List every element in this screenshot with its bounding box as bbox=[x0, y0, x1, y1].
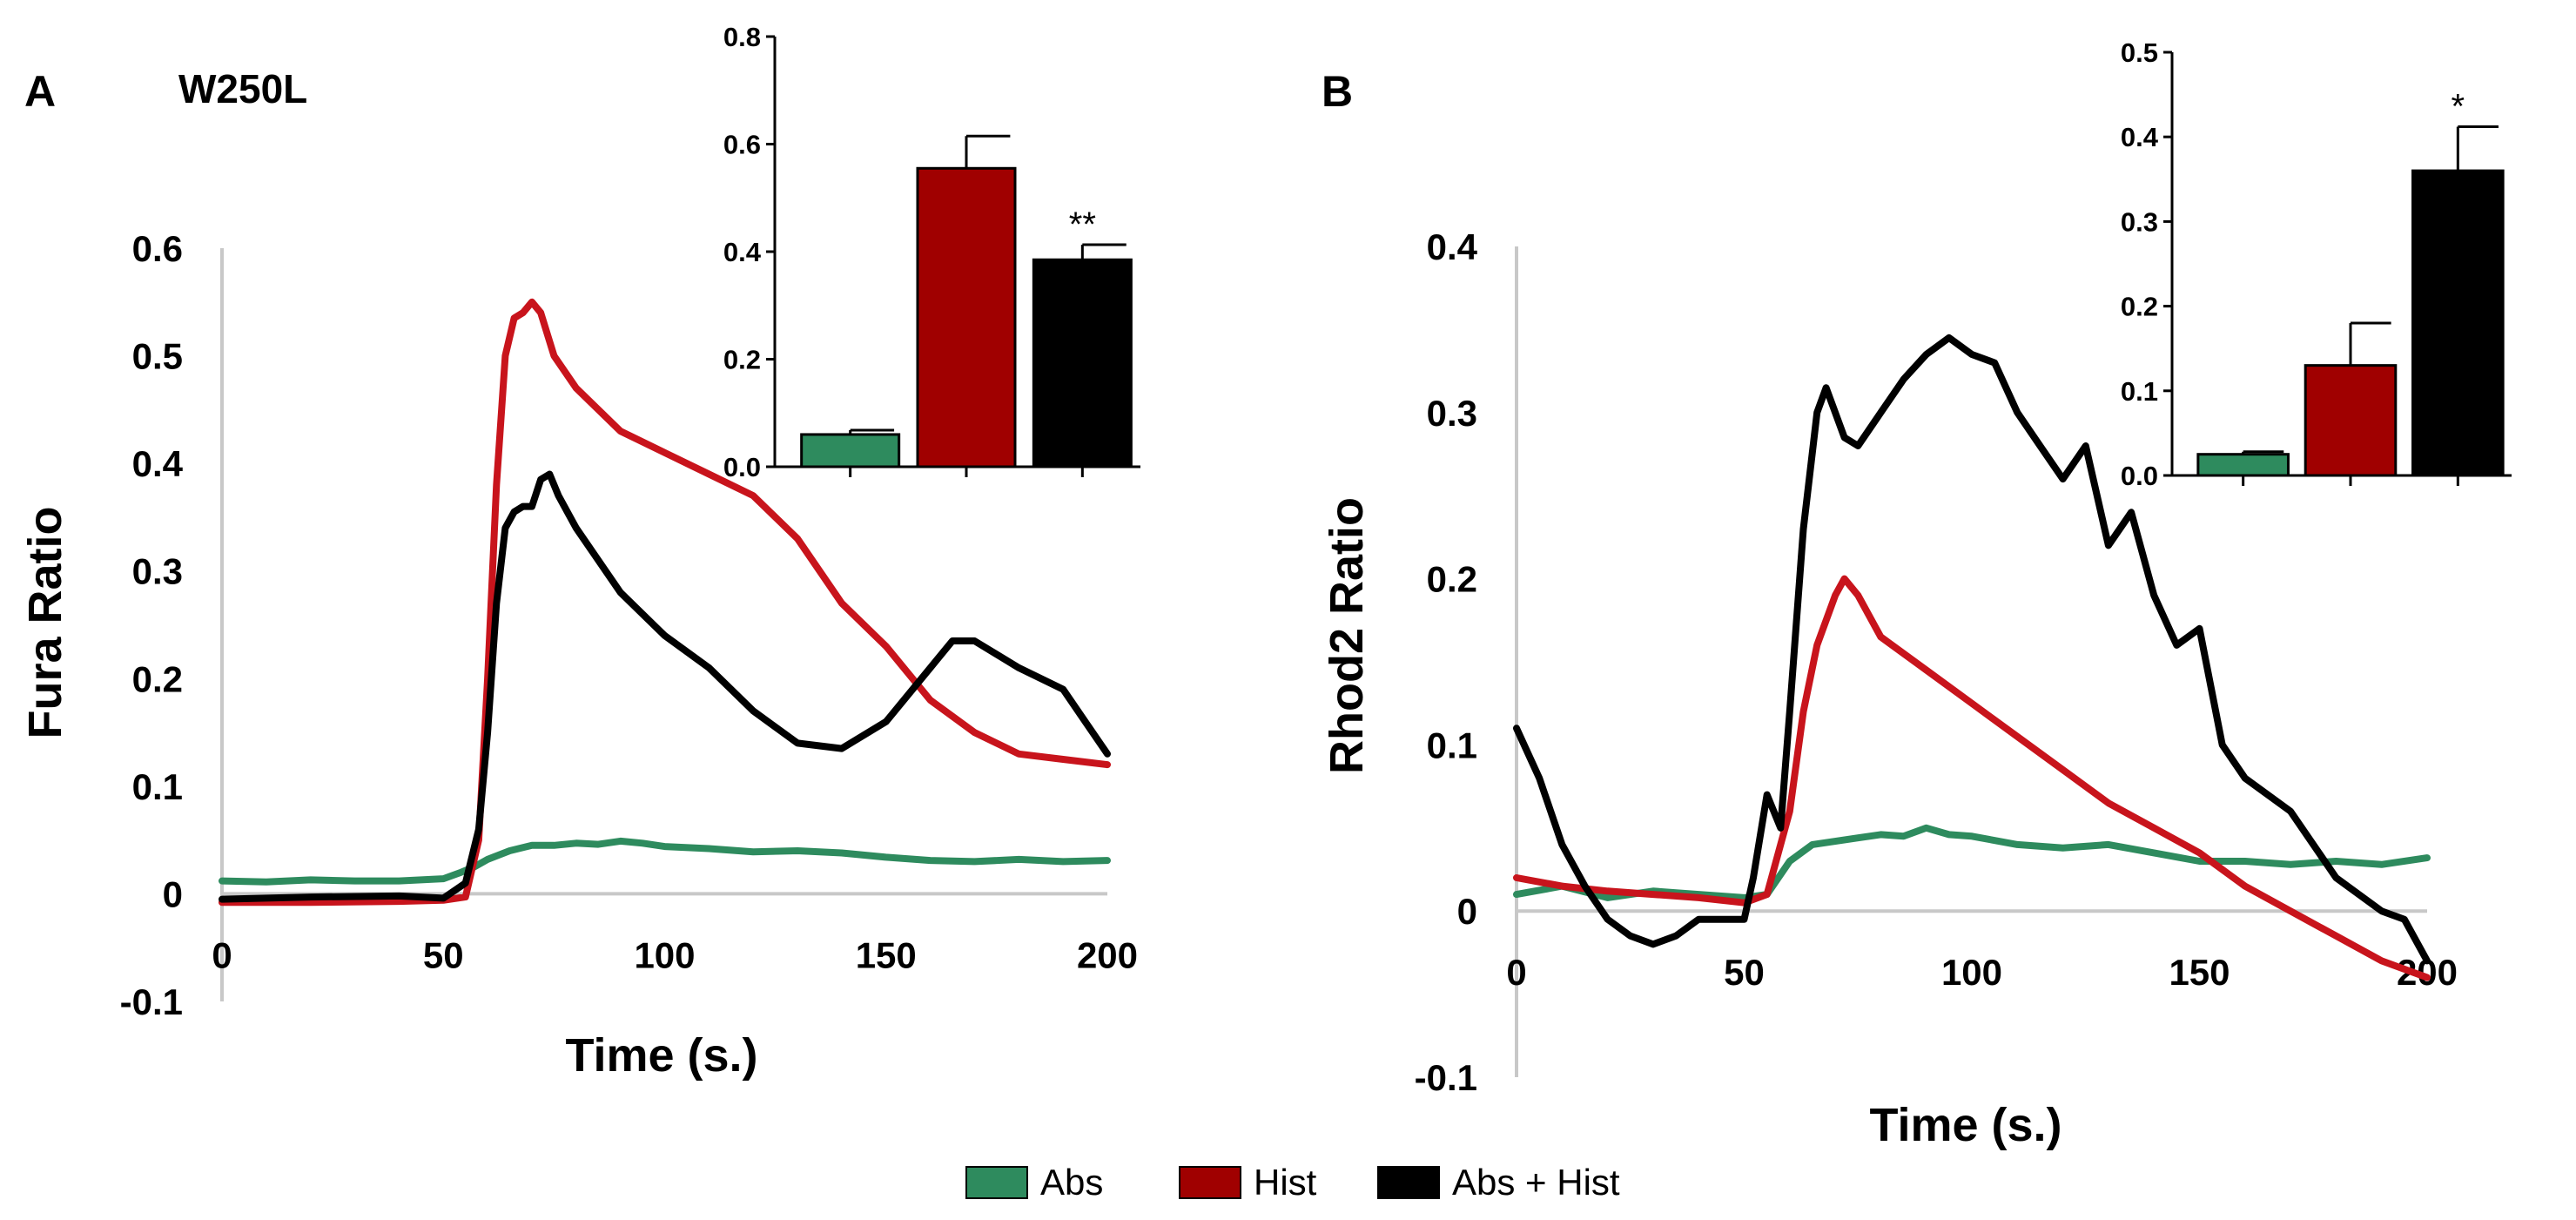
legend-swatch-hist bbox=[1179, 1166, 1241, 1199]
panel-a: -0.1 0 0.1 0.2 0.3 0.4 0.5 0.6 0 50 100 150 200 Time … bbox=[19, 22, 1140, 1082]
inset-bar-abs bbox=[2196, 453, 2290, 477]
y-tick-label: 0 bbox=[1457, 891, 1477, 932]
inset-bar-abs bbox=[800, 433, 901, 468]
x-tick-label: 100 bbox=[1941, 952, 2002, 993]
legend-label: Hist bbox=[1254, 1162, 1317, 1203]
inset-y-tick-label: 0.1 bbox=[2121, 376, 2158, 407]
inset-bar-abs-hist bbox=[1032, 258, 1133, 468]
series-line-abs-hist bbox=[219, 470, 1111, 903]
inset-bar-chart: 0.0 0.2 0.4 0.6 0.8 ** bbox=[723, 22, 1140, 482]
series-line-abs-hist bbox=[1513, 334, 2431, 965]
inset-y-tick-label: 0.6 bbox=[723, 130, 761, 160]
inset-y-tick-label: 0.4 bbox=[723, 237, 762, 267]
legend-label: Abs + Hist bbox=[1452, 1162, 1620, 1203]
inset-y-tick-label: 0.0 bbox=[2121, 461, 2158, 491]
y-tick-label: 0.4 bbox=[1427, 226, 1478, 267]
y-tick-label: 0.3 bbox=[1427, 393, 1477, 434]
x-tick-label: 100 bbox=[634, 934, 695, 975]
y-tick-label: -0.1 bbox=[120, 981, 183, 1022]
panel-subtitle: W250L bbox=[178, 66, 307, 111]
y-axis-title: Rhod2 Ratio bbox=[1321, 497, 1373, 774]
significance-marker: ** bbox=[1069, 206, 1096, 244]
y-tick-label: 0.1 bbox=[132, 766, 183, 807]
x-tick-label: 0 bbox=[1506, 952, 1526, 993]
series-line-abs bbox=[1513, 824, 2431, 901]
y-tick-label: 0 bbox=[163, 873, 183, 914]
y-tick-label: 0.4 bbox=[132, 443, 184, 484]
y-tick-label: 0.5 bbox=[132, 336, 183, 377]
y-tick-label: 0.3 bbox=[132, 551, 183, 592]
y-tick-label: 0.2 bbox=[1427, 559, 1477, 600]
inset-bar-hist bbox=[2304, 364, 2398, 477]
inset-bar-chart: 0.0 0.1 0.2 0.3 0.4 0.5 * bbox=[2121, 37, 2512, 491]
x-tick-label: 150 bbox=[2169, 952, 2230, 993]
significance-marker: * bbox=[2452, 88, 2465, 126]
inset-y-tick-label: 0.0 bbox=[723, 452, 761, 482]
x-tick-label: 150 bbox=[856, 934, 917, 975]
y-tick-label: 0.1 bbox=[1427, 725, 1477, 765]
inset-bar-hist bbox=[916, 166, 1017, 468]
series-line-hist bbox=[1513, 575, 2431, 981]
x-tick-label: 50 bbox=[1724, 952, 1765, 993]
legend-swatch-abs bbox=[965, 1166, 1028, 1199]
panel-letter: B bbox=[1322, 67, 1353, 116]
y-tick-label: 0.6 bbox=[132, 228, 183, 269]
legend-swatch-abs-hist bbox=[1377, 1166, 1440, 1199]
series-line-abs bbox=[219, 837, 1111, 886]
inset-y-tick-label: 0.3 bbox=[2121, 206, 2158, 237]
inset-y-tick-label: 0.2 bbox=[723, 345, 761, 375]
legend: Abs Hist Abs + Hist bbox=[965, 1162, 1620, 1203]
legend-label: Abs bbox=[1040, 1162, 1103, 1203]
x-axis-title: Time (s.) bbox=[565, 1029, 757, 1082]
y-tick-label: 0.2 bbox=[132, 658, 183, 699]
x-tick-label: 50 bbox=[423, 934, 464, 975]
x-axis-title: Time (s.) bbox=[1869, 1099, 2061, 1151]
inset-y-tick-label: 0.8 bbox=[723, 22, 761, 52]
inset-bar-abs-hist bbox=[2411, 169, 2505, 477]
inset-y-tick-label: 0.5 bbox=[2121, 37, 2158, 68]
panel-letter: A bbox=[24, 67, 56, 116]
y-tick-label: -0.1 bbox=[1415, 1057, 1477, 1098]
inset-y-tick-label: 0.2 bbox=[2121, 292, 2158, 322]
x-tick-label: 200 bbox=[1077, 934, 1138, 975]
inset-y-tick-label: 0.4 bbox=[2121, 122, 2159, 152]
x-tick-label: 0 bbox=[212, 934, 232, 975]
y-axis-title: Fura Ratio bbox=[19, 506, 71, 738]
